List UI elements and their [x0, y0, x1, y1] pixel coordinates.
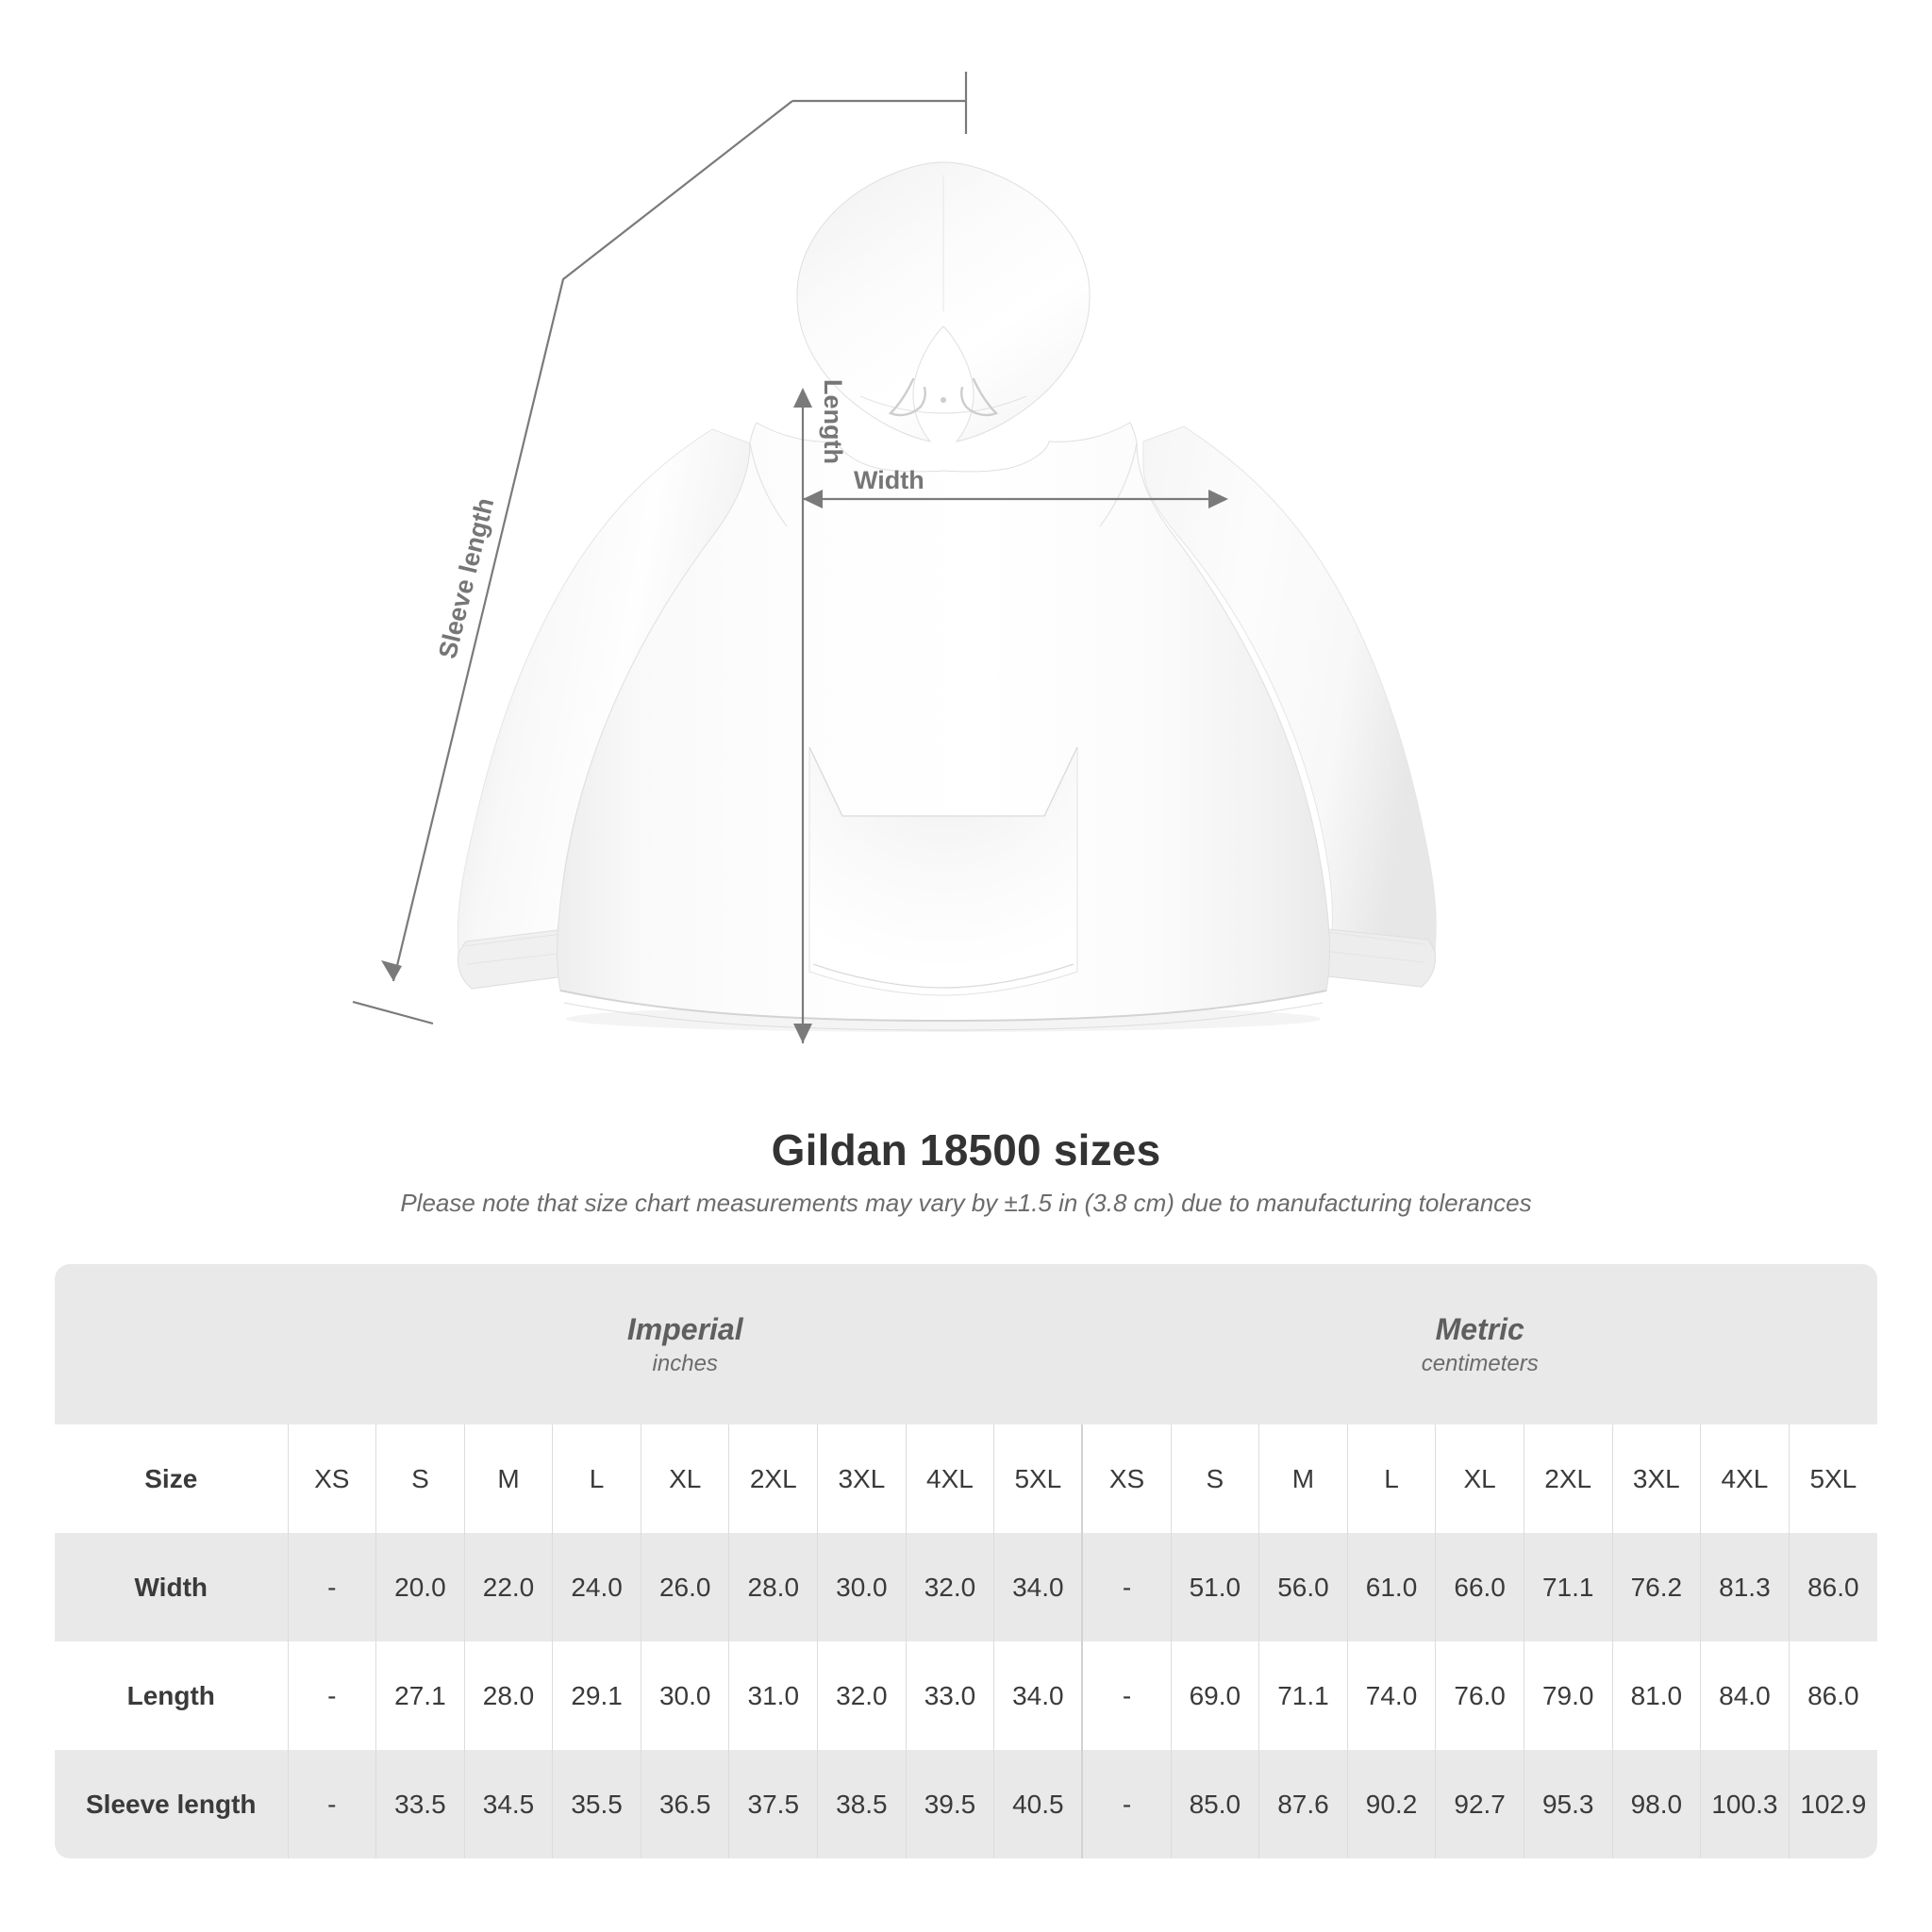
- svg-text:Length: Length: [819, 379, 847, 464]
- svg-text:Sleeve length: Sleeve length: [433, 495, 499, 661]
- svg-text:Width: Width: [854, 466, 924, 494]
